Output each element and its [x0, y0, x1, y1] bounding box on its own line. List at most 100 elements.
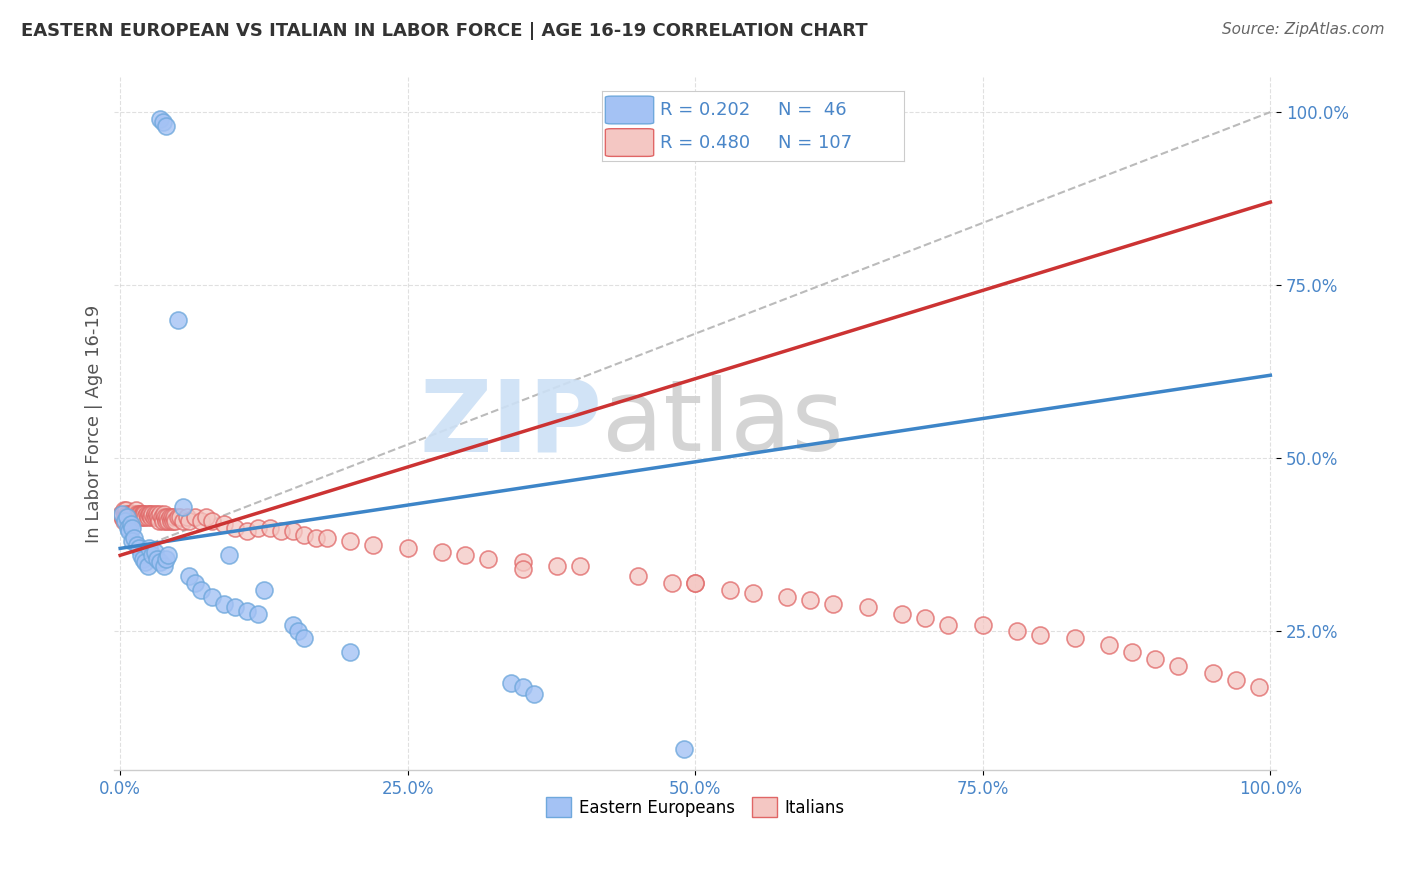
Point [149, 555, 172, 569]
Point [120, 517, 142, 532]
Point [153, 507, 176, 521]
Point [292, 527, 315, 541]
Legend: Eastern Europeans, Italians: Eastern Europeans, Italians [538, 790, 852, 824]
Point [156, 510, 179, 524]
Point [176, 510, 198, 524]
Point [856, 600, 879, 615]
Point [112, 503, 135, 517]
Point [117, 520, 139, 534]
Point [212, 517, 235, 532]
Point [523, 687, 546, 701]
Point [247, 607, 270, 622]
Point [316, 531, 339, 545]
Point [212, 597, 235, 611]
Point [741, 586, 763, 600]
Point [936, 617, 959, 632]
Point [672, 742, 695, 756]
Point [155, 119, 177, 133]
Point [1202, 666, 1225, 681]
Text: ZIP: ZIP [419, 376, 602, 472]
Point [172, 500, 194, 514]
Point [132, 551, 155, 566]
Point [134, 510, 156, 524]
Point [155, 551, 177, 566]
Point [823, 597, 845, 611]
Point [149, 507, 172, 521]
Point [287, 624, 309, 639]
Point [184, 510, 207, 524]
Point [1007, 624, 1029, 639]
Point [121, 534, 143, 549]
Point [683, 576, 706, 591]
Text: atlas: atlas [602, 376, 844, 472]
Point [201, 590, 224, 604]
Point [114, 514, 136, 528]
Point [683, 576, 706, 591]
Point [477, 551, 499, 566]
Point [141, 549, 163, 563]
Point [149, 112, 172, 126]
Point [799, 593, 821, 607]
Point [122, 531, 145, 545]
Point [141, 510, 163, 524]
Point [146, 551, 169, 566]
Point [143, 507, 166, 521]
Point [179, 514, 201, 528]
Point [129, 549, 152, 563]
Point [128, 541, 150, 556]
Point [115, 510, 138, 524]
Point [454, 549, 477, 563]
Point [127, 507, 149, 521]
Point [546, 558, 568, 573]
Point [114, 507, 136, 521]
Point [165, 514, 187, 528]
Point [138, 541, 160, 556]
Point [125, 503, 148, 517]
Point [115, 503, 138, 517]
Point [152, 115, 174, 129]
Point [512, 555, 534, 569]
Point [142, 510, 165, 524]
Point [157, 514, 180, 528]
Point [122, 507, 145, 521]
Point [118, 510, 141, 524]
Point [138, 507, 160, 521]
Point [201, 514, 224, 528]
Point [115, 507, 138, 521]
Point [235, 604, 257, 618]
Point [121, 507, 143, 521]
Point [153, 558, 176, 573]
Point [148, 514, 170, 528]
Text: EASTERN EUROPEAN VS ITALIAN IN LABOR FORCE | AGE 16-19 CORRELATION CHART: EASTERN EUROPEAN VS ITALIAN IN LABOR FOR… [21, 22, 868, 40]
Point [247, 520, 270, 534]
Point [339, 534, 361, 549]
Point [292, 632, 315, 646]
Point [141, 507, 163, 521]
Point [305, 531, 328, 545]
Point [776, 590, 799, 604]
Point [134, 507, 156, 521]
Point [159, 510, 181, 524]
Point [259, 520, 281, 534]
Point [134, 555, 156, 569]
Point [253, 582, 276, 597]
Point [117, 514, 139, 528]
Point [121, 520, 143, 534]
Point [135, 507, 157, 521]
Point [661, 576, 683, 591]
Point [112, 514, 135, 528]
Point [179, 569, 201, 583]
Point [127, 510, 149, 524]
Point [1098, 638, 1121, 652]
Point [128, 507, 150, 521]
Point [512, 562, 534, 576]
Point [627, 569, 650, 583]
Point [218, 549, 240, 563]
Point [121, 507, 143, 521]
Point [132, 510, 155, 524]
Point [361, 538, 384, 552]
Point [396, 541, 419, 556]
Point [124, 510, 146, 524]
Y-axis label: In Labor Force | Age 16-19: In Labor Force | Age 16-19 [86, 304, 103, 543]
Point [281, 617, 304, 632]
